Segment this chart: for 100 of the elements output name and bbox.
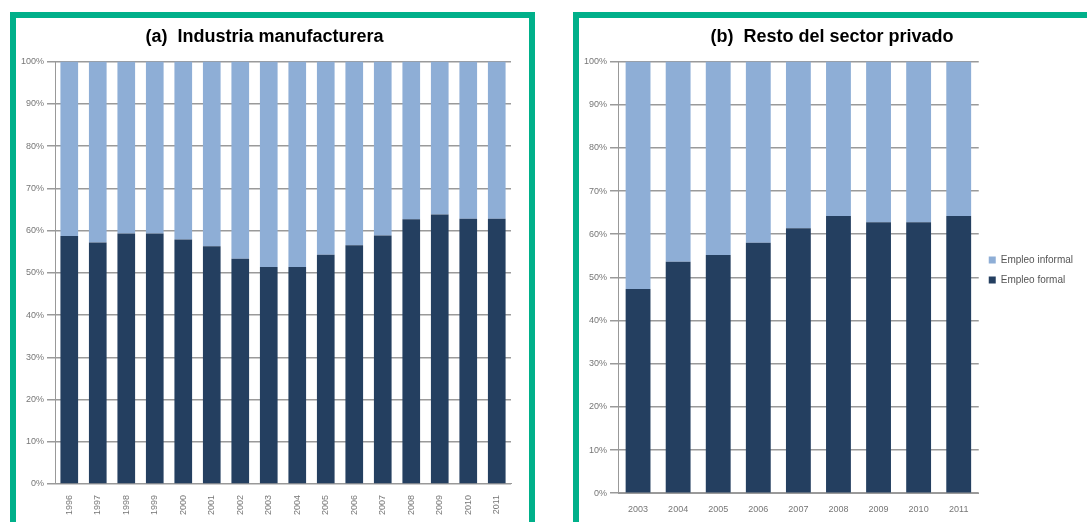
bar (866, 61, 891, 223)
x-tick-label: 2002 (234, 494, 245, 516)
y-tick-label: 60% (26, 225, 45, 236)
bar (906, 61, 932, 223)
bar (705, 254, 731, 493)
bar (174, 239, 193, 484)
bar (430, 214, 449, 484)
x-tick-label: 2011 (491, 494, 502, 515)
y-tick-label: 40% (26, 309, 45, 320)
x-tick-label: 2007 (377, 494, 388, 516)
x-tick-label: 2010 (462, 494, 473, 516)
bar (373, 235, 392, 484)
y-tick-label: 90% (26, 98, 45, 109)
bar (487, 61, 506, 219)
x-tick-label: 1999 (149, 494, 160, 516)
bar (373, 61, 392, 236)
y-tick-label: 30% (589, 358, 608, 369)
bar (145, 61, 164, 234)
y-tick-label: 10% (589, 444, 608, 455)
bar (60, 61, 79, 237)
bar (288, 61, 307, 267)
bar (866, 222, 891, 493)
y-tick-label: 0% (31, 478, 45, 489)
y-tick-label: 20% (26, 393, 45, 404)
x-tick-label: 2003 (628, 504, 649, 515)
y-tick-label: 80% (26, 140, 45, 151)
x-tick-label: 2003 (263, 494, 274, 516)
bar (202, 246, 221, 484)
bar (88, 242, 107, 484)
x-tick-label: 2010 (908, 504, 929, 515)
bar (745, 242, 771, 493)
bar (231, 258, 250, 484)
bar (259, 61, 278, 267)
y-tick-label: 0% (594, 487, 608, 498)
bar (705, 61, 731, 255)
chart-title: (b) Resto del sector privado (710, 25, 954, 46)
bar (145, 233, 164, 484)
x-tick-label: 2011 (949, 504, 969, 515)
bar (402, 61, 421, 220)
bar (459, 218, 478, 484)
bar (946, 61, 972, 217)
y-tick-label: 30% (26, 351, 45, 362)
x-tick-label: 2005 (708, 504, 729, 515)
y-tick-label: 90% (589, 99, 608, 110)
y-tick-label: 60% (589, 228, 608, 239)
bar (60, 236, 79, 484)
x-tick-label: 1997 (92, 494, 103, 516)
legend-label: Empleo formal (1000, 273, 1066, 285)
x-tick-label: 1998 (120, 494, 131, 516)
chart-title: (a) Industria manufacturera (145, 25, 385, 46)
x-tick-label: 2006 (748, 504, 769, 515)
bar (174, 61, 193, 240)
bar (259, 266, 278, 484)
bar (402, 219, 421, 484)
bar (826, 61, 851, 217)
bar (785, 228, 811, 493)
bar (826, 216, 851, 493)
bar (665, 61, 691, 262)
bar (906, 222, 932, 493)
y-tick-label: 40% (589, 315, 608, 326)
y-tick-label: 80% (589, 142, 608, 153)
x-tick-label: 2006 (348, 494, 359, 516)
x-tick-label: 2009 (868, 504, 889, 515)
bar (345, 61, 364, 246)
bar (946, 216, 972, 493)
y-tick-label: 100% (20, 56, 45, 67)
x-tick-label: 2009 (434, 494, 445, 516)
bar (625, 61, 651, 290)
bar (625, 289, 651, 493)
x-tick-label: 2001 (206, 494, 217, 516)
bar (231, 61, 250, 259)
x-tick-label: 2007 (788, 504, 809, 515)
y-tick-label: 70% (26, 182, 45, 193)
bar (487, 218, 506, 484)
bar (745, 61, 771, 243)
bar (430, 61, 449, 215)
y-tick-label: 50% (26, 267, 45, 278)
bar (316, 254, 335, 484)
x-tick-label: 2004 (291, 494, 302, 516)
bar (117, 61, 136, 234)
x-tick-label: 2008 (828, 504, 849, 515)
bar (117, 233, 136, 484)
y-tick-label: 10% (26, 436, 45, 447)
bar (288, 266, 307, 484)
bar (88, 61, 107, 243)
y-tick-label: 70% (589, 185, 608, 196)
bar (202, 61, 221, 247)
x-tick-label: 2004 (668, 504, 689, 515)
bar (345, 245, 364, 484)
y-tick-label: 50% (589, 271, 608, 282)
bar (785, 61, 811, 229)
legend-label: Empleo informal (1000, 253, 1074, 265)
y-tick-label: 100% (583, 56, 608, 67)
bar (665, 261, 691, 493)
bar (316, 61, 335, 255)
x-tick-label: 2000 (177, 494, 188, 516)
x-tick-label: 1996 (63, 494, 74, 516)
x-tick-label: 2008 (405, 494, 416, 516)
x-tick-label: 2005 (320, 494, 331, 516)
bar (459, 61, 478, 219)
